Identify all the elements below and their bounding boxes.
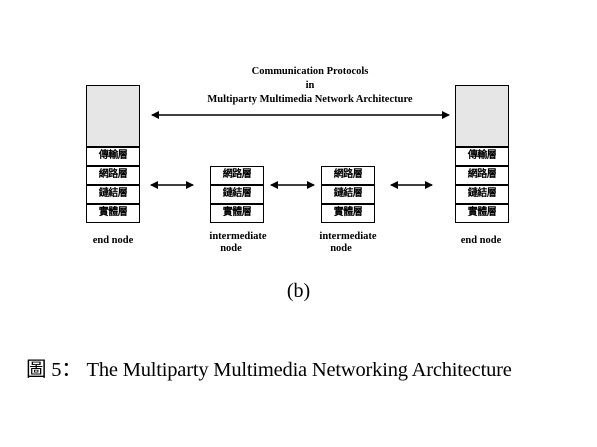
title-line-2: in bbox=[305, 80, 315, 91]
layer-link-left: 鏈結層 bbox=[86, 185, 140, 204]
layer-link-int1: 鏈結層 bbox=[210, 185, 264, 204]
layer-network-right: 網路層 bbox=[455, 166, 509, 185]
layer-physical-right: 實體層 bbox=[455, 204, 509, 223]
diagram-title: Communication Protocols in Multiparty Mu… bbox=[160, 65, 460, 107]
layer-physical-int2: 實體層 bbox=[321, 204, 375, 223]
intermediate-node-2-label-line1: intermediate bbox=[319, 231, 377, 242]
intermediate-node-1-label: intermediate node bbox=[196, 231, 280, 255]
figure-caption: 圖 5： The Multiparty Multimedia Networkin… bbox=[26, 359, 512, 381]
layer-transport-left: 傳輸層 bbox=[86, 147, 140, 166]
layer-link-int2: 鏈結層 bbox=[321, 185, 375, 204]
subfigure-label: (b) bbox=[286, 280, 311, 302]
application-box-right bbox=[455, 85, 509, 147]
end-node-right-label: end node bbox=[460, 235, 502, 246]
layer-network-int1: 網路層 bbox=[210, 166, 264, 185]
layer-network-int2: 網路層 bbox=[321, 166, 375, 185]
intermediate-node-2-label-line2: node bbox=[330, 243, 352, 254]
intermediate-node-2-label: intermediate node bbox=[306, 231, 390, 255]
layer-physical-left: 實體層 bbox=[86, 204, 140, 223]
title-line-3: Multiparty Multimedia Network Architectu… bbox=[207, 94, 413, 105]
intermediate-node-1-label-line2: node bbox=[220, 243, 242, 254]
layer-transport-right: 傳輸層 bbox=[455, 147, 509, 166]
intermediate-node-1-label-line1: intermediate bbox=[209, 231, 267, 242]
application-box-left bbox=[86, 85, 140, 147]
title-line-1: Communication Protocols bbox=[251, 66, 369, 77]
layer-link-right: 鏈結層 bbox=[455, 185, 509, 204]
end-node-left-label: end node bbox=[92, 235, 134, 246]
layer-physical-int1: 實體層 bbox=[210, 204, 264, 223]
layer-network-left: 網路層 bbox=[86, 166, 140, 185]
